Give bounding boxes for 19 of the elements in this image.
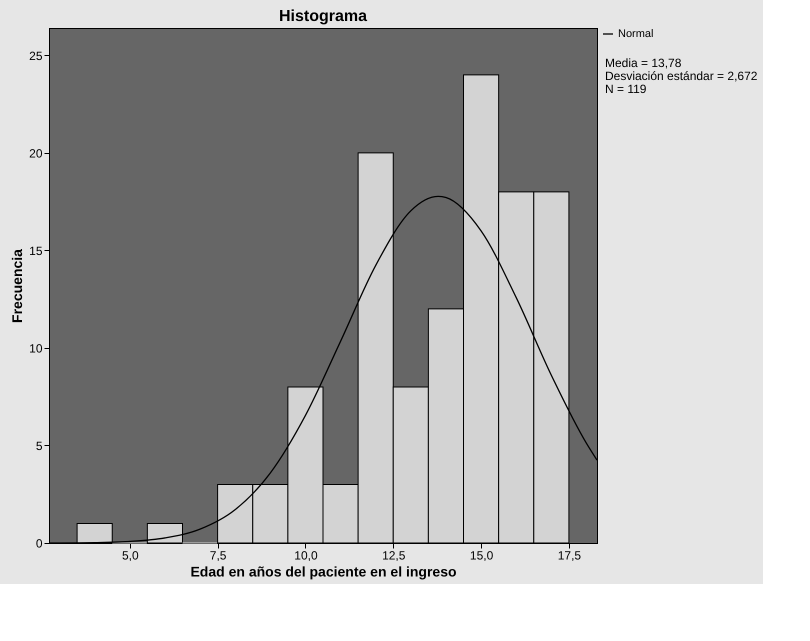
text: Desviación estándar = 2,672 — [605, 69, 758, 83]
x-axis-title: Edad en años del paciente en el ingreso — [190, 564, 457, 580]
y-tick-label: 15 — [29, 244, 43, 258]
chart-title: Histograma — [278, 8, 368, 25]
x-tick-label: 17,5 — [558, 548, 582, 562]
x-tick-label: 5,0 — [122, 548, 139, 562]
y-tick-label: 25 — [29, 48, 43, 63]
text: N = 119 — [605, 82, 647, 96]
x-tick-label: 10,0 — [294, 548, 318, 562]
legend-label: Normal — [618, 28, 654, 40]
y-tick-label: 10 — [29, 341, 43, 356]
text: Media = 13,78 — [605, 56, 682, 70]
y-tick-label: 20 — [29, 146, 43, 160]
x-tick-label: 12,5 — [382, 548, 406, 562]
x-tick-label: 15,0 — [470, 548, 494, 562]
y-tick-label: 5 — [36, 438, 43, 453]
x-tick-label: 7,5 — [210, 548, 227, 562]
y-axis-title: Frecuencia — [9, 248, 26, 323]
y-tick-label: 0 — [36, 536, 43, 550]
